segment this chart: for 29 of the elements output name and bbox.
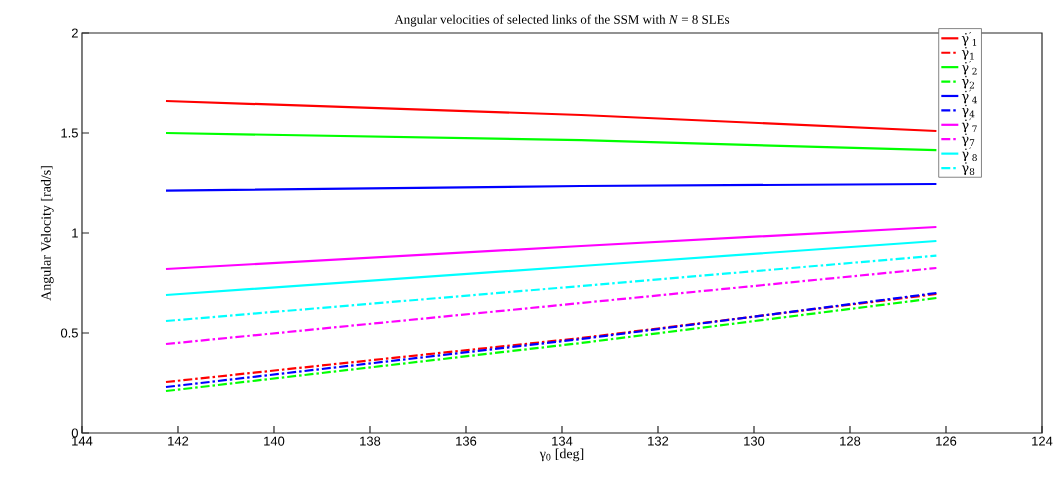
x-tick-label: 138 (360, 436, 381, 446)
x-tick-label: 124 (1032, 436, 1053, 446)
legend-label: γ̇$_{4}$ (961, 104, 975, 118)
x-tick-label: 130 (744, 436, 765, 446)
x-tick-label: 134 (552, 436, 573, 446)
y-tick-label: 2 (71, 28, 78, 38)
legend-label: γ̇$^{′}$7 (961, 118, 977, 133)
x-tick-label: 140 (264, 436, 285, 446)
y-tick-label: 1 (72, 228, 78, 238)
legend-label: γ̇$_{7}$ (961, 133, 975, 147)
x-tick-label: 136 (456, 436, 477, 446)
y-tick-label: 0 (71, 428, 78, 438)
legend-label: γ̇$^{′}$2 (961, 60, 977, 75)
x-tick-label: 126 (936, 436, 957, 446)
x-tick-label: 132 (648, 436, 669, 446)
legend-label: γ̇$_{8}$ (961, 162, 975, 175)
legend-label: γ̇$_{2}$ (961, 75, 975, 89)
y-tick-label: 0.5 (60, 328, 78, 338)
legend-label: γ̇$^{′}$8 (961, 147, 977, 162)
x-tick-label: 144 (72, 436, 93, 446)
legend-label: γ̇$_{1}$ (961, 47, 974, 60)
x-tick-label: 142 (168, 436, 189, 446)
x-tick-label: 128 (840, 436, 861, 446)
legend-label: γ̇$^{′}$1 (961, 32, 977, 46)
y-tick-label: 1.5 (61, 128, 78, 138)
x-axis-title: γ$_{0}$ [deg] (539, 448, 584, 462)
chart-title: Angular velocities of selected links of the SSM with N = 8 SLEs (394, 14, 730, 27)
y-axis-title: Angular Velocity [rad/s] (40, 166, 54, 301)
legend-label: γ̇$^{′}$4 (961, 89, 978, 104)
